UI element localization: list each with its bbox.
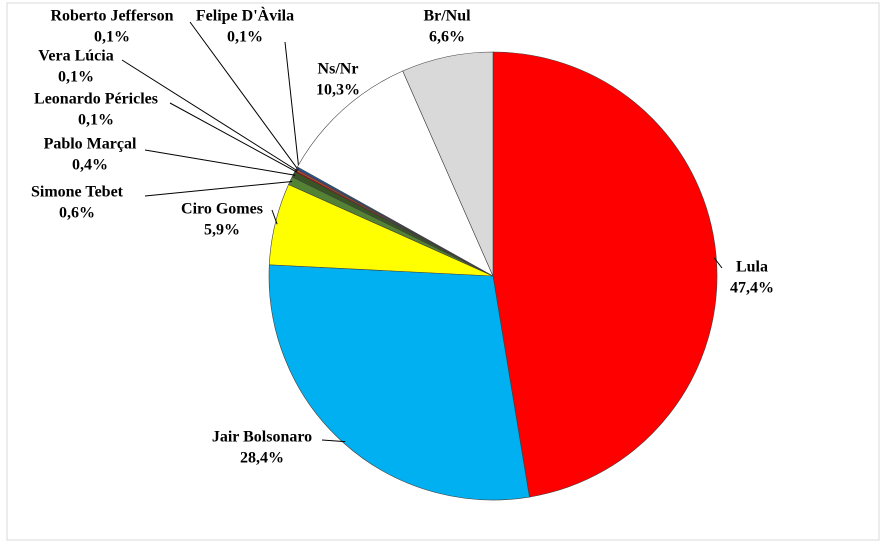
slice-label: Simone Tebet (31, 184, 124, 201)
slice-label: Ns/Nr (318, 61, 359, 78)
slice-value-label: 0,1% (94, 29, 130, 46)
slice-value-label: 28,4% (240, 450, 284, 467)
leader-line (189, 21, 299, 170)
slice-value-label: 10,3% (316, 82, 360, 99)
slice-value-label: 0,1% (78, 112, 114, 129)
slice-label: Br/Nul (423, 8, 471, 25)
slice-label: Leonardo Péricles (34, 91, 158, 108)
leader-line (321, 439, 346, 443)
slice-value-label: 5,9% (204, 222, 240, 239)
leader-line (144, 180, 293, 197)
leader-line (121, 59, 298, 172)
slice-label: Felipe D'Àvila (196, 6, 294, 25)
slice-value-label: 6,6% (429, 29, 465, 46)
leader-line (169, 102, 298, 173)
slice-label: Lula (736, 259, 768, 276)
leader-line (144, 149, 296, 176)
pie-slice (492, 51, 718, 498)
slice-label: Pablo Marçal (44, 136, 137, 153)
slice-label: Vera Lúcia (38, 48, 113, 65)
leader-line (271, 209, 278, 225)
pie-slice (268, 264, 530, 501)
slice-value-label: 0,1% (58, 69, 94, 86)
leader-line (713, 257, 723, 269)
slice-value-label: 0,6% (59, 205, 95, 222)
slice-label: Roberto Jefferson (50, 8, 173, 25)
slice-value-label: 0,4% (72, 157, 108, 174)
leader-line (284, 41, 300, 169)
slice-label: Ciro Gomes (181, 201, 263, 218)
pie-slice (296, 70, 494, 277)
slice-value-label: 47,4% (730, 280, 774, 297)
slice-label: Jair Bolsonaro (212, 429, 312, 446)
pie-slice (402, 51, 494, 277)
slice-value-label: 0,1% (227, 29, 263, 46)
